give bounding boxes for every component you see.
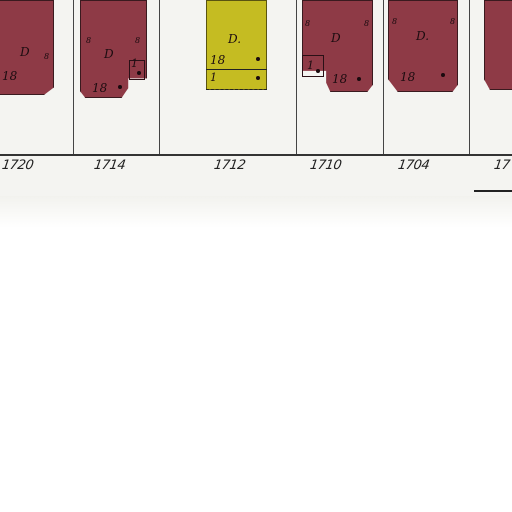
address-label: 1714	[92, 158, 127, 173]
marker-dot	[316, 69, 320, 73]
paper-edge	[0, 196, 512, 228]
height-label: 8	[86, 36, 92, 45]
building-brick	[0, 0, 54, 95]
stories-label: 18	[332, 72, 348, 86]
division-line	[206, 69, 267, 70]
building-brick	[484, 0, 512, 90]
height-label: 8	[364, 19, 370, 28]
marker-dot	[118, 85, 122, 89]
address-label: 1710	[308, 158, 343, 173]
marker-dot	[357, 77, 361, 81]
marker-dot	[256, 76, 260, 80]
height-label: 8	[135, 36, 141, 45]
marker-dot	[256, 57, 260, 61]
address-label: 17	[492, 158, 511, 173]
scale-bar	[474, 190, 512, 192]
stories-label: 18	[210, 53, 226, 67]
lot-line	[73, 0, 74, 155]
building-type-label: D.	[228, 32, 242, 46]
building-type-label: D	[104, 47, 114, 61]
stories-label: 18	[92, 81, 108, 95]
stories-label: 18	[400, 70, 416, 84]
lot-line	[469, 0, 470, 155]
lot-line	[296, 0, 297, 155]
building-type-label: D.	[416, 29, 430, 43]
marker-dot	[441, 73, 445, 77]
address-label: 1720	[0, 158, 35, 173]
lot-line	[159, 0, 160, 155]
height-label: 8	[450, 17, 456, 26]
lot-line	[383, 0, 384, 155]
map-strip: D 8 18 8 D 8 1 18 D. 18 1 8 D 8 1 18 8 D…	[0, 0, 512, 228]
marker-dot	[137, 71, 141, 75]
annex-outline	[302, 55, 324, 77]
height-label: 8	[392, 17, 398, 26]
stories-label: 18	[2, 69, 18, 83]
building-type-label: D	[20, 45, 30, 59]
building-brick	[388, 0, 458, 92]
street-line	[0, 154, 512, 156]
annex-label: 1	[307, 59, 314, 72]
annex-label: 1	[210, 71, 217, 84]
address-label: 1704	[396, 158, 431, 173]
annex-outline	[129, 60, 145, 80]
dashed-line	[206, 89, 267, 90]
building-type-label: D	[331, 31, 341, 45]
address-label: 1712	[212, 158, 247, 173]
height-label: 8	[305, 19, 311, 28]
height-label: 8	[44, 52, 50, 61]
annex-label: 1	[131, 57, 138, 70]
